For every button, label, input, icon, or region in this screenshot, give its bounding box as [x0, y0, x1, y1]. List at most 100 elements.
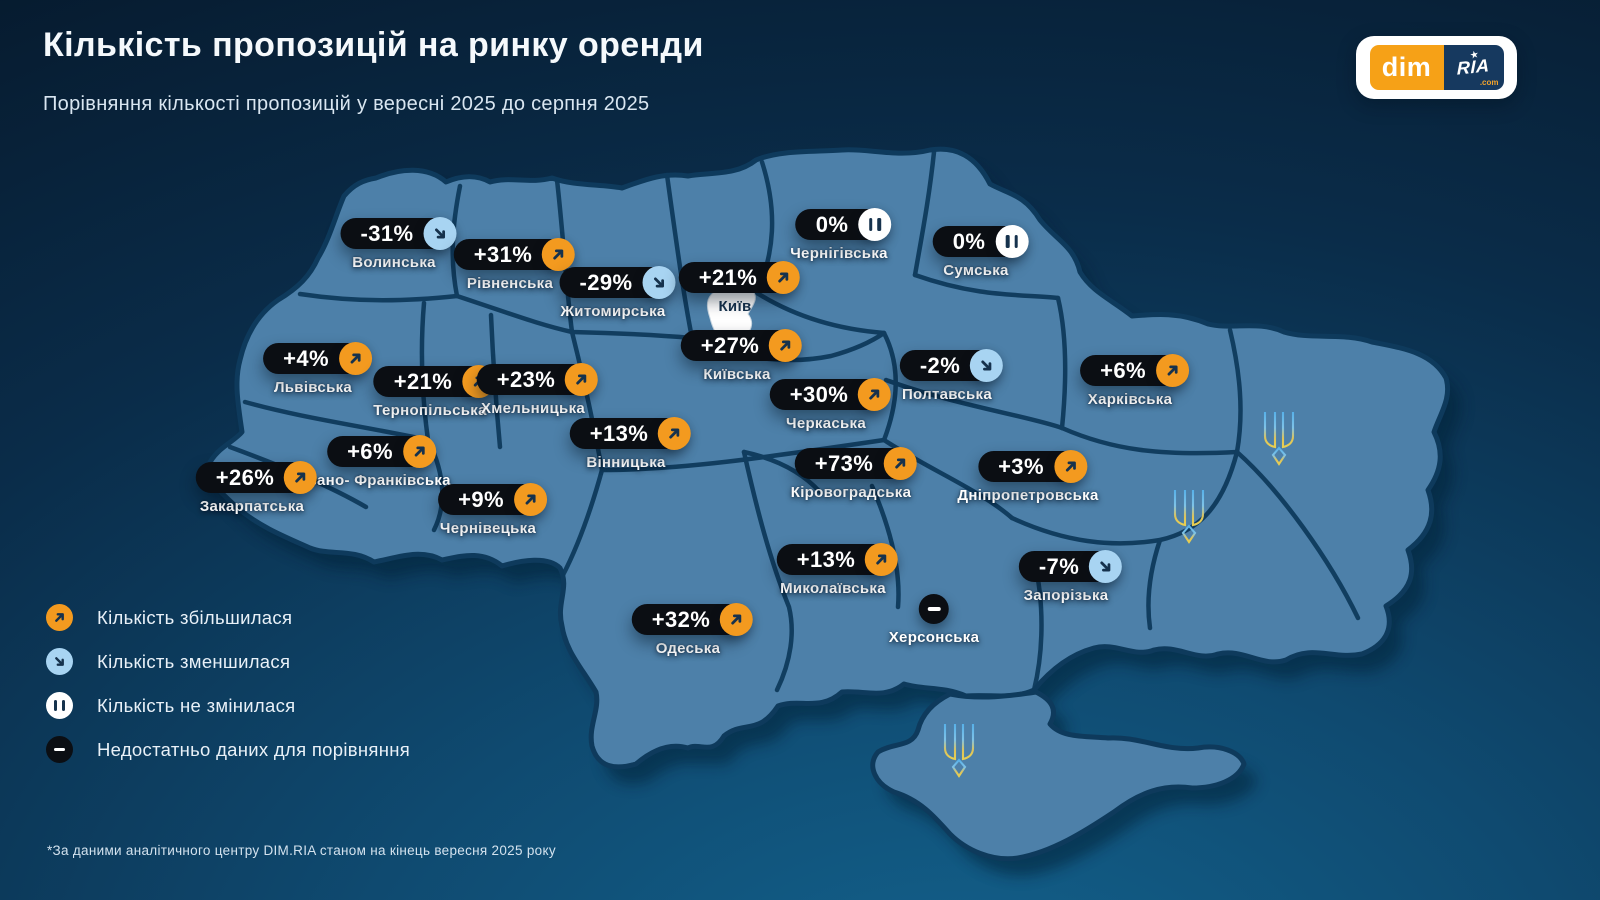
region-marker: Херсонська — [889, 594, 980, 646]
region-badge: -31% Волинська — [340, 217, 457, 271]
region-badge: +30% Черкаська — [769, 378, 892, 432]
region-badge: +9% Чернівецька — [438, 483, 547, 537]
logo-tld: .com — [1479, 78, 1499, 87]
region-badge-pill: +31% — [453, 238, 576, 271]
region-badge: +32% Одеська — [631, 603, 754, 657]
legend-item: Недостатньо даних для порівняння — [46, 736, 410, 763]
region-label: Кіровоградська — [790, 484, 912, 501]
footer-note: *За даними аналітичного центру DIM.RIA с… — [47, 843, 556, 858]
region-value: 0% — [815, 212, 849, 237]
region-value: +30% — [789, 382, 849, 407]
arrow-down-right-icon — [423, 217, 457, 250]
region-label: Харківська — [1087, 391, 1173, 408]
region-badge: +73% Кіровоградська — [790, 447, 917, 501]
logo-dim-block: dim — [1369, 45, 1444, 90]
region-value: +32% — [651, 607, 711, 632]
region-value: +13% — [589, 421, 649, 446]
region-badge: +23% Хмельницька — [476, 363, 599, 417]
region-badge: +21% Київ — [678, 261, 801, 315]
region-badge-pill: +6% — [327, 435, 436, 468]
arrow-down-right-icon — [970, 349, 1004, 382]
region-label: Закарпатська — [199, 498, 305, 515]
region-badge-pill: 0% — [795, 208, 892, 241]
region-badge: +21% Тернопільська — [373, 365, 496, 419]
region-label: Київ — [718, 298, 752, 315]
region-value: +21% — [698, 265, 758, 290]
region-badge: +13% Миколаївська — [776, 543, 899, 597]
region-badge: -7% Запорізька — [1018, 550, 1123, 604]
logo-ria-block: ★ RIA .com — [1443, 45, 1504, 90]
region-value: +9% — [458, 487, 504, 512]
region-badge-pill: 0% — [932, 225, 1029, 258]
region-label: Чернігівська — [790, 245, 888, 262]
region-label: Житомирська — [560, 303, 666, 320]
region-badge-pill: +6% — [1080, 354, 1189, 387]
region-value: -7% — [1038, 554, 1080, 579]
region-value: +3% — [998, 454, 1044, 479]
region-label: Сумська — [943, 262, 1009, 279]
region-badge-pill: +21% — [678, 261, 801, 294]
arrow-up-right-icon — [542, 238, 576, 271]
pause-icon — [858, 208, 892, 241]
region-badge-pill: +9% — [438, 483, 547, 516]
region-badge-pill: +13% — [569, 417, 692, 450]
region-badge-pill: -29% — [559, 266, 676, 299]
legend-item: Кількість збільшилася — [46, 604, 410, 631]
arrow-up-right-icon — [769, 329, 803, 362]
minus-icon — [919, 594, 949, 624]
region-badge: 0% Чернігівська — [790, 208, 892, 262]
region-badge: -2% Полтавська — [899, 349, 1004, 403]
header: Кількість пропозицій на ринку оренди Пор… — [43, 26, 704, 116]
region-badge-pill: -31% — [340, 217, 457, 250]
region-badge: +13% Вінницька — [569, 417, 692, 471]
region-badge-pill: +73% — [794, 447, 917, 480]
minus-icon — [46, 736, 73, 763]
region-value: +26% — [215, 465, 275, 490]
region-value: +21% — [393, 369, 453, 394]
region-badge: +4% Львівська — [263, 342, 372, 396]
arrow-up-right-icon — [858, 378, 892, 411]
region-badge-pill: -2% — [899, 349, 1004, 382]
region-value: 0% — [952, 229, 986, 254]
legend-label: Недостатньо даних для порівняння — [97, 738, 411, 760]
region-value: -2% — [919, 353, 961, 378]
region-label: Івано- Франківська — [303, 472, 451, 489]
region-badge-pill: +26% — [195, 461, 318, 494]
legend-item: Кількість не змінилася — [46, 692, 410, 719]
legend-label: Кількість збільшилася — [97, 606, 293, 628]
region-label: Київська — [703, 366, 771, 383]
page-title: Кількість пропозицій на ринку оренди — [43, 26, 704, 64]
region-label: Чернівецька — [439, 520, 537, 537]
region-label: Дніпропетровська — [957, 487, 1099, 504]
region-badge: -29% Житомирська — [559, 266, 676, 320]
arrow-down-right-icon — [642, 266, 676, 299]
legend-item: Кількість зменшилася — [46, 648, 410, 675]
pause-icon — [46, 692, 73, 719]
logo-row: dim ★ RIA .com — [1369, 45, 1504, 90]
dim-ria-logo: dim ★ RIA .com — [1356, 36, 1517, 99]
region-badge-pill: +23% — [476, 363, 599, 396]
logo-ria-word: RIA — [1457, 55, 1490, 79]
page-subtitle: Порівняння кількості пропозицій у вересн… — [43, 93, 650, 115]
region-label: Львівська — [273, 379, 353, 396]
arrow-up-right-icon — [513, 483, 547, 516]
region-label: Полтавська — [901, 386, 993, 403]
region-value: +31% — [473, 242, 533, 267]
region-badge: +3% Дніпропетровська — [957, 450, 1099, 504]
legend: Кількість збільшилася Кількість зменшилас… — [46, 604, 410, 763]
pause-icon — [995, 225, 1029, 258]
arrow-down-right-icon — [1089, 550, 1123, 583]
region-value: +23% — [496, 367, 556, 392]
region-value: -31% — [360, 221, 414, 246]
region-badge-pill: +27% — [680, 329, 803, 362]
region-badge-pill: +32% — [631, 603, 754, 636]
region-label: Тернопільська — [373, 402, 487, 419]
region-badge: 0% Сумська — [932, 225, 1029, 279]
region-badge: +6% Івано- Франківська — [303, 435, 451, 489]
arrow-up-right-icon — [720, 603, 754, 636]
region-label: Херсонська — [888, 629, 980, 646]
region-value: -29% — [579, 270, 633, 295]
arrow-up-right-icon — [46, 604, 73, 631]
